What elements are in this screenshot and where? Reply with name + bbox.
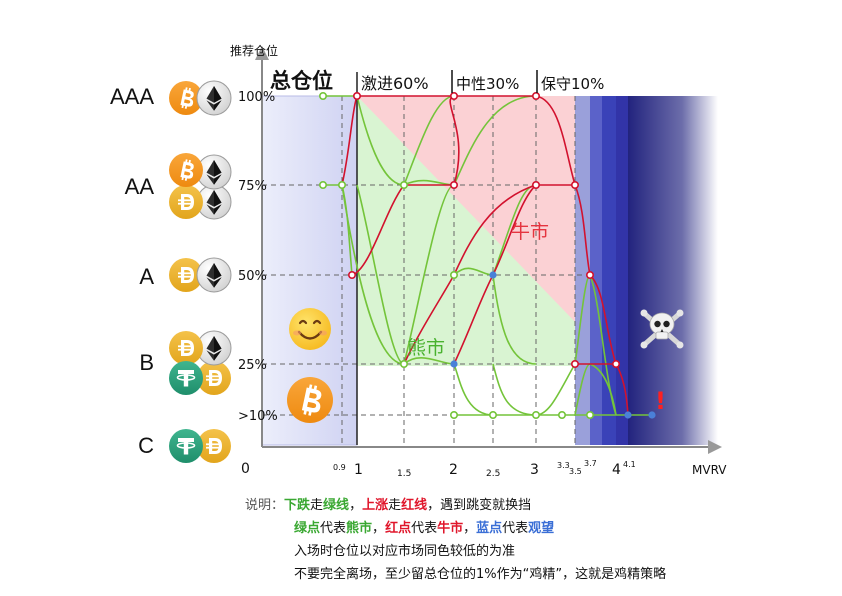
aa-bitcoin-icon [169,153,203,187]
note-down: 下跌 [284,498,311,513]
heading-conservative: 保守10% [541,75,604,93]
x-tick-2.5: 2.5 [486,469,500,479]
note-comma-2: ， [372,521,386,536]
x-tick-0.9: 0.9 [333,463,346,472]
y-axis-arrow [255,46,269,60]
c-tether-icon [169,429,203,463]
note-represents-2: 代表 [411,521,438,536]
note-bear: 熊市 [346,521,373,536]
note-red-line: 红线 [401,498,428,513]
note-walk-1: 走 [310,498,324,513]
aaa-ethereum-icon [196,80,232,116]
note-green-dot: 绿点 [294,521,321,536]
c-usdd-icon [197,429,231,463]
x-tick-4: 4 [612,462,621,478]
note-represents-1: 代表 [320,521,347,536]
note-comma-3: ， [463,521,477,536]
y-tick-100: 100% [238,90,275,105]
b-usdd-upper-icon [169,331,203,365]
x-tick-3.3: 3.3 [557,461,570,470]
note-watch: 观望 [528,521,555,536]
tier-label-a: A [139,264,154,289]
tier-label-aa: AA [124,174,154,199]
x-tick-1: 1 [354,462,363,478]
note-up: 上涨 [362,498,389,513]
note-red-dot: 红点 [385,521,412,536]
note-green-line: 绿线 [323,498,350,513]
x-axis-label: MVRV [692,463,727,477]
b-tether-icon [169,361,203,395]
y-tick-10: >10% [238,409,278,424]
x-tick-3.5: 3.5 [569,467,582,476]
note-blue-dot: 蓝点 [476,521,503,536]
x-tick-3: 3 [530,462,539,478]
bitcoin-large-icon [287,377,333,423]
note-comma-1: ， [349,498,363,513]
tier-label-b: B [139,350,154,375]
tier-label-aaa: AAA [109,84,154,109]
tier-label-c: C [138,433,154,458]
aa-usdd-icon [169,185,203,219]
note-bull: 牛市 [437,521,464,536]
note-shift: ，遇到跳变就换挡 [427,498,532,513]
y-tick-75: 75% [238,179,267,194]
notes-line-4: 不要完全离场，至少留总仓位的1%作为“鸡精”，这就是鸡精策略 [294,567,667,582]
y-tick-25: 25% [238,358,267,373]
x-tick-1.5: 1.5 [397,469,411,479]
skull-icon [640,309,684,349]
heading-aggressive: 激进60% [361,74,429,93]
note-represents-3: 代表 [502,521,529,536]
y-axis-label: 推荐仓位 [230,43,278,58]
x-tick-0: 0 [241,461,250,477]
notes-label: 说明： [245,498,285,513]
note-walk-2: 走 [388,498,402,513]
heading-total: 总仓位 [270,69,333,93]
a-ethereum-icon [196,257,232,293]
notes-line-3: 入场时仓位以对应市场同色较低的为准 [294,544,516,559]
x-tick-3.7: 3.7 [584,459,597,468]
aaa-bitcoin-icon [169,81,203,115]
b-usdd-lower-icon [197,361,231,395]
bull-market-label: 牛市 [511,221,549,243]
notes-line-2: 绿点代表熊市，红点代表牛市，蓝点代表观望 [294,517,554,536]
a-usdd-icon [169,258,203,292]
smiling-face-icon [289,308,331,350]
x-tick-2: 2 [449,462,458,478]
notes-line-1: 说明：下跌走绿线，上涨走红线，遇到跳变就换挡 [245,494,531,513]
points [318,92,656,419]
danger-zone [628,96,718,445]
x-axis-arrow [708,440,722,454]
x-tick-4.1: 4.1 [623,460,636,469]
y-tick-50: 50% [238,269,267,284]
warning-mark: ! [655,387,666,415]
bear-market-label: 熊市 [407,337,445,359]
heading-neutral: 中性30% [456,75,519,93]
